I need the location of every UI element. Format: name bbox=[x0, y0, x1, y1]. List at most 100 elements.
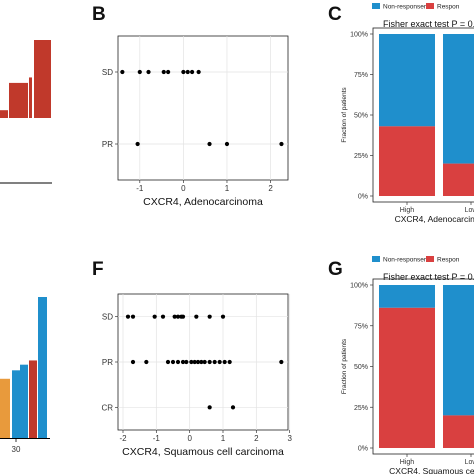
data-point bbox=[180, 359, 186, 365]
x-tick-label: 1 bbox=[225, 184, 230, 193]
legend-label-responser: Respon bbox=[437, 257, 460, 264]
legend-swatch-nonresponser bbox=[372, 256, 380, 262]
data-point bbox=[207, 141, 212, 147]
data-point bbox=[146, 69, 151, 75]
data-point bbox=[190, 69, 195, 75]
bar-segment-nonresponser bbox=[443, 285, 474, 416]
data-point bbox=[194, 314, 199, 319]
y-tick-label: PR bbox=[102, 358, 113, 367]
x-tick-label: 0 bbox=[187, 434, 192, 443]
data-point bbox=[135, 141, 140, 147]
bar-segment-nonresponser bbox=[379, 285, 435, 308]
y-tick-label: 0% bbox=[358, 446, 368, 453]
data-point bbox=[184, 359, 189, 365]
data-point bbox=[227, 359, 232, 365]
data-point bbox=[196, 69, 201, 75]
panel-letter-g: G bbox=[328, 259, 343, 280]
bar-segment-responser bbox=[443, 415, 474, 448]
x-tick-label: 3 bbox=[287, 434, 292, 443]
data-point bbox=[172, 314, 177, 319]
x-tick-label: High bbox=[400, 459, 415, 466]
legend-label-nonresponser: Non-responser bbox=[383, 4, 427, 11]
data-point bbox=[212, 359, 217, 365]
data-point bbox=[185, 69, 190, 75]
x-axis-title: CXCR4, Adenocarcinoma bbox=[143, 196, 263, 208]
bar-a bbox=[9, 82, 28, 118]
x-axis-title: CXCR4, Squamous cell carc bbox=[389, 466, 474, 474]
legend-swatch-responser bbox=[426, 3, 434, 9]
x-tick-label: Low bbox=[465, 459, 474, 466]
x-tick-label: Low bbox=[465, 207, 474, 214]
bar-a bbox=[0, 110, 8, 118]
bar-a bbox=[34, 40, 51, 118]
legend-swatch-nonresponser bbox=[372, 3, 380, 9]
panel-letter-c: C bbox=[328, 4, 342, 25]
x-axis-title: CXCR4, Squamous cell carcinoma bbox=[122, 446, 284, 458]
y-tick-label: 0% bbox=[358, 194, 368, 201]
data-point bbox=[152, 314, 157, 319]
y-tick-label: CR bbox=[101, 403, 113, 412]
x-axis-title: CXCR4, Adenocarcinoma bbox=[395, 214, 474, 224]
x-tick-label: -1 bbox=[153, 434, 161, 443]
panel-letter-f: F bbox=[92, 259, 104, 280]
bar-segment-responser bbox=[443, 163, 474, 196]
data-point bbox=[220, 314, 226, 319]
bar-e bbox=[0, 378, 10, 438]
bar-segment-nonresponser bbox=[443, 34, 474, 164]
data-point bbox=[166, 69, 171, 75]
data-point bbox=[230, 405, 236, 410]
y-tick-label: 50% bbox=[354, 113, 368, 120]
data-point bbox=[279, 141, 284, 147]
legend-swatch-responser bbox=[426, 256, 434, 262]
y-axis-title: Fraction of patients bbox=[341, 87, 348, 143]
bar-segment-responser bbox=[379, 307, 435, 448]
plot-frame bbox=[117, 35, 289, 181]
y-tick-label: PR bbox=[102, 140, 113, 149]
y-tick-label: 25% bbox=[354, 153, 368, 160]
y-axis-title: Fraction of patients bbox=[341, 338, 348, 394]
bar-segment-responser bbox=[379, 126, 435, 196]
data-point bbox=[130, 359, 136, 365]
data-point bbox=[165, 359, 171, 365]
data-point bbox=[222, 359, 227, 365]
data-point bbox=[170, 359, 176, 365]
data-point bbox=[181, 69, 186, 75]
x-tick-label: 1 bbox=[221, 434, 226, 443]
bar-e bbox=[12, 370, 20, 438]
data-point bbox=[199, 359, 204, 365]
legend-label-nonresponser: Non-responser bbox=[383, 257, 427, 264]
data-point bbox=[189, 359, 194, 365]
data-point bbox=[130, 314, 136, 319]
y-tick-label: 25% bbox=[354, 405, 368, 412]
bar-a bbox=[29, 77, 32, 118]
bar-segment-nonresponser bbox=[379, 34, 435, 127]
x-tick-label: -2 bbox=[119, 434, 127, 443]
bar-e bbox=[20, 364, 28, 438]
fisher-test-label: Fisher exact test P = 0.0 bbox=[383, 272, 474, 282]
data-point bbox=[207, 359, 212, 365]
bar-e bbox=[38, 297, 47, 438]
fisher-test-label: Fisher exact test P = 0.5 bbox=[383, 19, 474, 29]
data-point bbox=[217, 359, 222, 365]
y-tick-label: 75% bbox=[354, 72, 368, 79]
data-point bbox=[160, 314, 166, 319]
x-tick-label: 2 bbox=[254, 434, 259, 443]
data-point bbox=[175, 314, 181, 319]
y-tick-label: SD bbox=[102, 313, 113, 322]
legend-label-responser: Respon bbox=[437, 4, 460, 11]
data-point bbox=[224, 141, 230, 147]
x-tick-label: 2 bbox=[268, 184, 273, 193]
data-point bbox=[202, 359, 207, 365]
data-point bbox=[207, 405, 212, 410]
data-point bbox=[120, 69, 125, 75]
data-point bbox=[180, 314, 186, 319]
x-tick-label: -1 bbox=[136, 184, 144, 193]
panel-letter-b: B bbox=[92, 4, 106, 25]
y-tick-label: 75% bbox=[354, 323, 368, 330]
data-point bbox=[125, 314, 131, 319]
data-point bbox=[279, 359, 284, 365]
data-point bbox=[144, 359, 149, 365]
x-tick-label: High bbox=[400, 207, 415, 214]
data-point bbox=[195, 359, 201, 365]
